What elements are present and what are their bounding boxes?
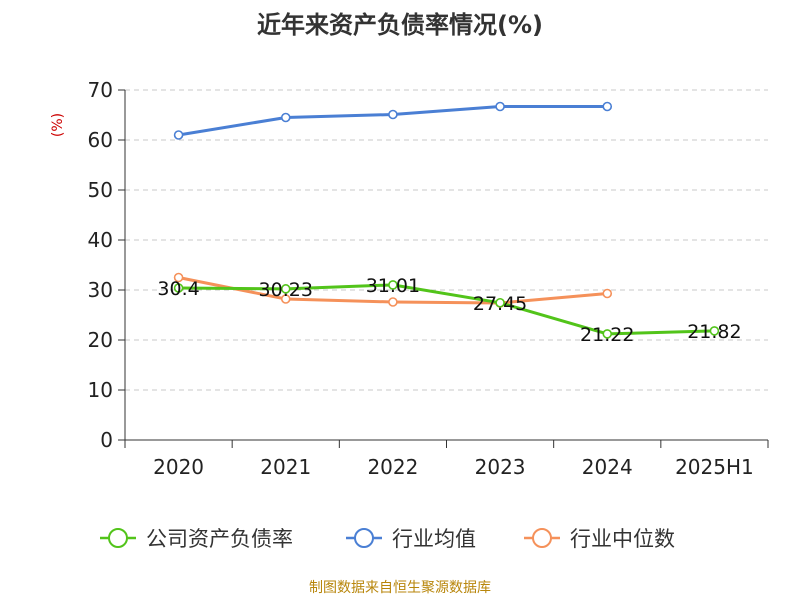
grid	[125, 89, 768, 391]
data-label: 21.22	[580, 324, 634, 346]
y-tick-label: 10	[88, 378, 113, 402]
series-point	[388, 280, 398, 290]
series-lines	[173, 101, 720, 339]
data-label: 30.4	[157, 278, 199, 300]
legend: 公司资产负债率 行业均值 行业中位数	[100, 527, 675, 551]
series-point	[388, 297, 398, 307]
series-point	[280, 294, 291, 304]
y-tick-label: 70	[88, 78, 113, 102]
source-note: 制图数据来自恒生聚源数据库	[309, 580, 491, 596]
x-tick-label: 2025H1	[675, 455, 754, 479]
data-label: 30.23	[259, 279, 313, 301]
data-labels: 30.4 30.23 31.01 27.45 21.22 21.82	[157, 275, 741, 346]
legend-label: 行业均值	[392, 527, 476, 551]
y-tick-label: 50	[88, 178, 113, 202]
legend-swatch-marker	[108, 528, 128, 548]
series-point	[602, 101, 613, 112]
x-tick-label: 2020	[153, 455, 204, 479]
legend-swatch-marker	[354, 528, 374, 548]
y-tick-label: 30	[88, 278, 113, 302]
series-point	[280, 284, 291, 294]
legend-swatch-marker	[532, 528, 552, 548]
y-tick-label: 0	[100, 428, 113, 452]
series-line	[177, 283, 716, 336]
data-label: 31.01	[366, 275, 420, 297]
series-point	[280, 112, 291, 123]
y-tick-label: 20	[88, 328, 113, 352]
y-tick-label: 40	[88, 228, 113, 252]
series-point	[173, 272, 184, 283]
x-tick-label: 2022	[367, 455, 418, 479]
series-point	[388, 109, 398, 120]
series-point	[495, 101, 505, 112]
series-point	[602, 288, 613, 299]
axes: 0 10 20 30 40 50 60 70 2020 2021 2022 2023 2024 2025H…	[88, 78, 769, 479]
series-point	[709, 326, 720, 336]
series-point	[173, 283, 184, 293]
legend-label: 公司资产负债率	[146, 527, 293, 551]
x-tick-label: 2021	[260, 455, 311, 479]
y-axis-label: (%)	[50, 113, 66, 137]
series-point	[602, 329, 613, 339]
data-label: 27.45	[473, 293, 527, 315]
series-point	[173, 130, 184, 140]
chart-title: 近年来资产负债率情况(%)	[257, 11, 543, 39]
x-tick-label: 2023	[475, 455, 526, 479]
x-tick-label: 2024	[582, 455, 633, 479]
data-label: 21.82	[687, 321, 741, 343]
series-point	[495, 297, 505, 308]
legend-label: 行业中位数	[570, 527, 675, 551]
y-tick-label: 60	[88, 128, 113, 152]
